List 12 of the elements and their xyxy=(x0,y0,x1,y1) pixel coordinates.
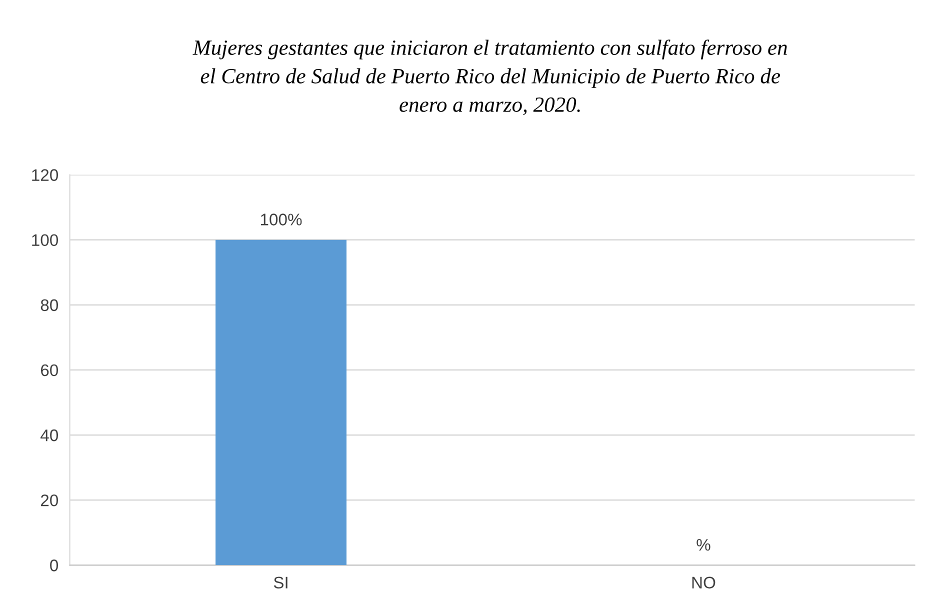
y-tick-label: 100 xyxy=(32,234,58,246)
y-tick-label: 0 xyxy=(50,560,58,572)
data-label: 100% xyxy=(260,214,302,226)
x-tick-label: SI xyxy=(274,576,288,589)
data-label: % xyxy=(696,539,710,551)
chart-title: Mujeres gestantes que iniciaron el tratamiento con sulfato ferroso en el Centro de Salud de Puerto Rico del Municipio de Puerto Rico de enero a marzo, 2020. xyxy=(192,40,787,116)
y-tick-label: 80 xyxy=(40,299,58,312)
y-tick-label: 60 xyxy=(40,364,58,376)
x-tick-label: NO xyxy=(692,576,716,589)
y-tick-label: 120 xyxy=(32,169,58,181)
y-tick-label: 20 xyxy=(40,494,58,506)
y-tick-label: 40 xyxy=(40,429,58,442)
